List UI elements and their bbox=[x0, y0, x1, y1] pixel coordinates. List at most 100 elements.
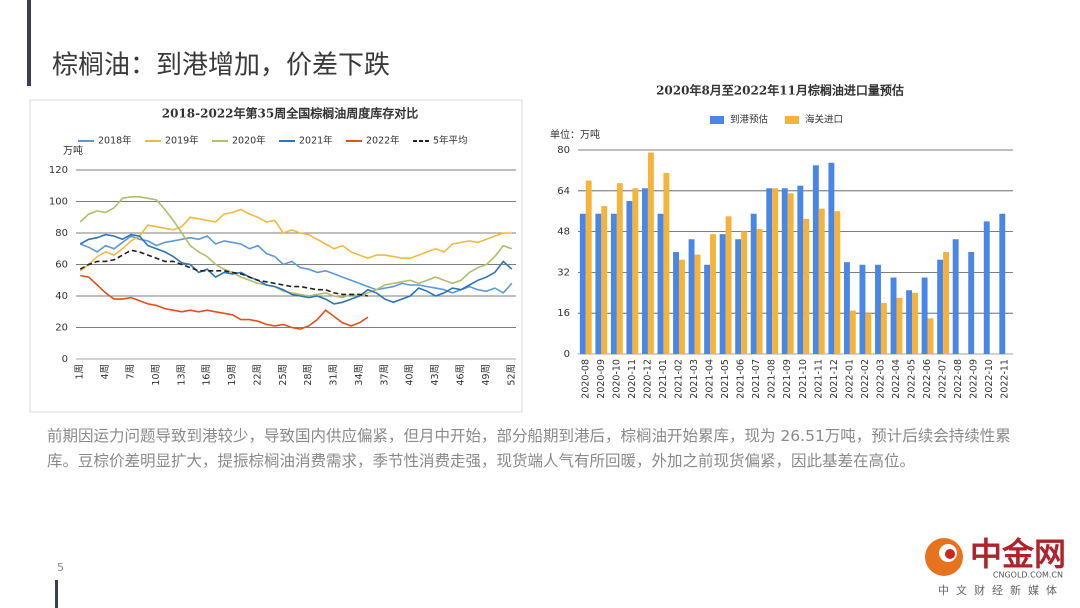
bar bbox=[803, 218, 810, 354]
bar bbox=[896, 297, 903, 354]
x-tick-label: 2022-11 bbox=[1000, 359, 1011, 399]
y-tick-label: 120 bbox=[49, 165, 68, 176]
bar bbox=[927, 318, 934, 354]
x-tick-label: 2020-11 bbox=[627, 359, 638, 399]
bar bbox=[781, 188, 788, 354]
y-tick-label: 32 bbox=[557, 267, 570, 278]
bar bbox=[735, 239, 742, 354]
y-tick-label: 64 bbox=[557, 186, 570, 197]
x-tick-label: 2021-03 bbox=[689, 359, 700, 399]
logo-name: 中金网 bbox=[970, 535, 1066, 573]
x-tick-label: 2021-11 bbox=[813, 359, 824, 399]
bar bbox=[890, 277, 897, 354]
logo-icon bbox=[945, 549, 955, 559]
x-tick-label: 37周 bbox=[379, 364, 390, 386]
logo-slogan: 中文财经新媒体 bbox=[938, 583, 1064, 597]
unit-label: 万吨 bbox=[63, 144, 83, 157]
y-tick-label: 80 bbox=[55, 228, 68, 239]
x-tick-label: 2021-06 bbox=[736, 359, 747, 399]
x-tick-label: 2020-09 bbox=[596, 359, 607, 399]
x-tick-label: 2021-07 bbox=[751, 359, 762, 399]
x-tick-label: 19周 bbox=[227, 364, 238, 386]
x-tick-label: 2021-08 bbox=[767, 359, 778, 399]
x-tick-label: 2022-09 bbox=[969, 359, 980, 399]
series-line bbox=[80, 274, 369, 330]
accent-bar bbox=[55, 580, 58, 608]
legend-label: 海关进口 bbox=[805, 114, 843, 126]
x-tick-label: 2021-05 bbox=[720, 359, 731, 399]
x-tick-label: 2020-12 bbox=[642, 359, 653, 399]
bar bbox=[688, 239, 695, 354]
logo: 中金网 CNGOLD.COM.CN 中文财经新媒体 bbox=[925, 535, 1066, 597]
bar bbox=[983, 221, 990, 354]
chart-frame bbox=[29, 99, 523, 413]
x-tick-label: 2022-03 bbox=[875, 359, 886, 399]
series-line bbox=[79, 233, 513, 305]
bar bbox=[756, 229, 763, 354]
x-tick-label: 31周 bbox=[329, 364, 340, 386]
logo-url: CNGOLD.COM.CN bbox=[993, 571, 1063, 580]
bar bbox=[626, 201, 633, 354]
bar bbox=[875, 264, 881, 354]
legend-label: 2020年 bbox=[232, 135, 266, 147]
legend-label: 2021年 bbox=[299, 135, 333, 147]
series-line bbox=[79, 235, 513, 294]
x-tick-label: 2021-04 bbox=[705, 359, 716, 399]
y-tick-label: 20 bbox=[55, 323, 68, 334]
x-tick-label: 2022-01 bbox=[844, 359, 855, 399]
x-tick-label: 2022-10 bbox=[984, 359, 995, 399]
x-tick-label: 2022-07 bbox=[938, 359, 949, 399]
bar bbox=[710, 234, 716, 354]
bar bbox=[642, 188, 648, 354]
chart-title: 2020年8月至2022年11月棕榈油进口量预估 bbox=[656, 83, 904, 98]
bar bbox=[766, 188, 773, 354]
bar bbox=[797, 185, 804, 354]
x-tick-label: 2021-09 bbox=[782, 359, 793, 399]
page-number: 5 bbox=[57, 561, 64, 574]
bar bbox=[787, 193, 794, 354]
y-tick-label: 0 bbox=[564, 349, 570, 360]
bar bbox=[741, 231, 748, 354]
bar bbox=[818, 208, 825, 354]
y-tick-label: 0 bbox=[62, 354, 68, 365]
bar bbox=[999, 213, 1006, 354]
bar bbox=[865, 313, 872, 354]
x-tick-label: 22周 bbox=[252, 364, 263, 386]
legend-label: 2018年 bbox=[98, 135, 132, 147]
y-tick-label: 80 bbox=[557, 145, 570, 156]
bar bbox=[750, 213, 757, 354]
x-tick-label: 2022-06 bbox=[922, 359, 933, 399]
bar bbox=[952, 239, 959, 354]
x-tick-label: 7周 bbox=[126, 364, 137, 380]
series-line bbox=[79, 208, 512, 272]
x-tick-label: 2021-01 bbox=[658, 359, 669, 399]
bar bbox=[843, 262, 850, 354]
bar bbox=[694, 254, 701, 354]
bar bbox=[647, 152, 654, 354]
chart-title: 2018-2022年第35周全国棕榈油周度库存对比 bbox=[162, 106, 418, 121]
x-tick-label: 46周 bbox=[456, 364, 467, 386]
bar bbox=[663, 172, 670, 354]
x-tick-label: 10周 bbox=[151, 364, 162, 386]
accent-bar bbox=[27, 0, 31, 86]
body-text: 前期因运力问题导致到港较少，导致国内供应偏紧，但月中开始，部分船期到港后，棕榈油… bbox=[47, 427, 1011, 470]
legend-label: 到港预估 bbox=[730, 114, 769, 126]
x-tick-label: 2020-10 bbox=[611, 359, 622, 399]
y-tick-label: 40 bbox=[55, 291, 68, 302]
x-tick-label: 2022-08 bbox=[953, 359, 964, 399]
bar bbox=[937, 259, 944, 354]
bar bbox=[921, 277, 928, 354]
bar bbox=[725, 216, 732, 354]
x-tick-label: 28周 bbox=[303, 364, 314, 386]
series-line bbox=[79, 249, 369, 297]
bar bbox=[678, 259, 685, 354]
bar bbox=[859, 264, 866, 354]
legend-label: 2022年 bbox=[366, 135, 400, 147]
legend-label: 2019年 bbox=[165, 135, 199, 147]
y-tick-label: 60 bbox=[55, 260, 68, 271]
legend-marker bbox=[785, 116, 799, 124]
x-tick-label: 43周 bbox=[430, 364, 441, 386]
series-line bbox=[79, 196, 513, 299]
